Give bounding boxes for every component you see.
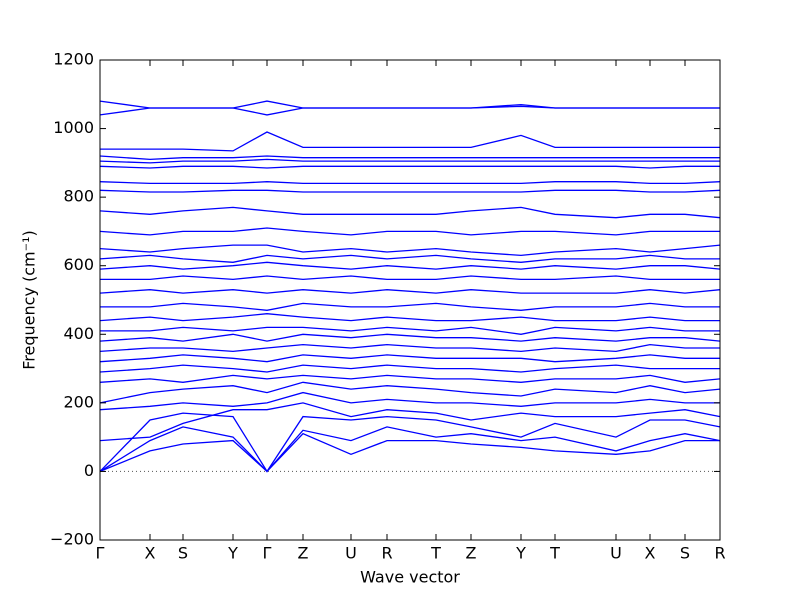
band-line (99, 261, 721, 270)
x-tick-label: X (145, 544, 156, 563)
x-tick-label: X (645, 544, 656, 563)
band-line (100, 326, 720, 335)
band-line (99, 165, 720, 169)
x-tick-label: T (430, 544, 441, 563)
x-tick-label: Y (515, 544, 526, 563)
x-tick-label: R (381, 544, 392, 563)
band-line (99, 189, 721, 193)
band-line (99, 206, 721, 219)
x-tick-label: Z (298, 544, 309, 563)
band-line (100, 275, 720, 281)
band-line (100, 131, 720, 152)
band-line (99, 333, 721, 342)
y-tick-label: 200 (63, 392, 94, 411)
band-line (99, 343, 720, 353)
band-line (99, 181, 721, 185)
band-line (99, 381, 721, 404)
x-tick-label: R (714, 544, 725, 563)
band-line (99, 374, 721, 383)
band-line (99, 391, 720, 411)
plot-frame (99, 59, 721, 541)
x-axis-label: Wave vector (360, 568, 460, 587)
band-line (99, 412, 721, 473)
band-line (99, 155, 720, 161)
band-line (99, 254, 720, 263)
band-line (99, 227, 720, 236)
band-line (100, 302, 720, 311)
y-axis-label: Frequency (cm⁻¹) (20, 230, 39, 369)
y-tick-label: 600 (63, 255, 94, 274)
y-tick-label: 400 (63, 324, 94, 343)
band-line (99, 244, 721, 257)
band-line (99, 402, 721, 442)
band-line (99, 158, 720, 164)
y-tick-label: −200 (50, 530, 94, 549)
x-tick-label: T (549, 544, 560, 563)
x-tick-label: S (680, 544, 690, 563)
y-tick-label: 1200 (53, 50, 94, 69)
band-line (99, 432, 720, 473)
x-tick-label: Y (227, 544, 238, 563)
y-tick-label: 1000 (53, 118, 94, 137)
x-tick-label: S (178, 544, 188, 563)
x-tick-label: Γ (263, 544, 272, 563)
band-line (99, 100, 720, 109)
x-tick-label: Γ (96, 544, 105, 563)
band-line (99, 354, 720, 363)
y-tick-label: 800 (63, 187, 94, 206)
band-line (99, 364, 720, 373)
x-tick-label: Z (466, 544, 477, 563)
x-tick-label: U (610, 544, 622, 563)
y-tick-label: 0 (84, 461, 94, 480)
band-line (99, 426, 721, 473)
band-line (99, 289, 721, 294)
band-line (99, 313, 720, 322)
x-tick-label: U (345, 544, 357, 563)
